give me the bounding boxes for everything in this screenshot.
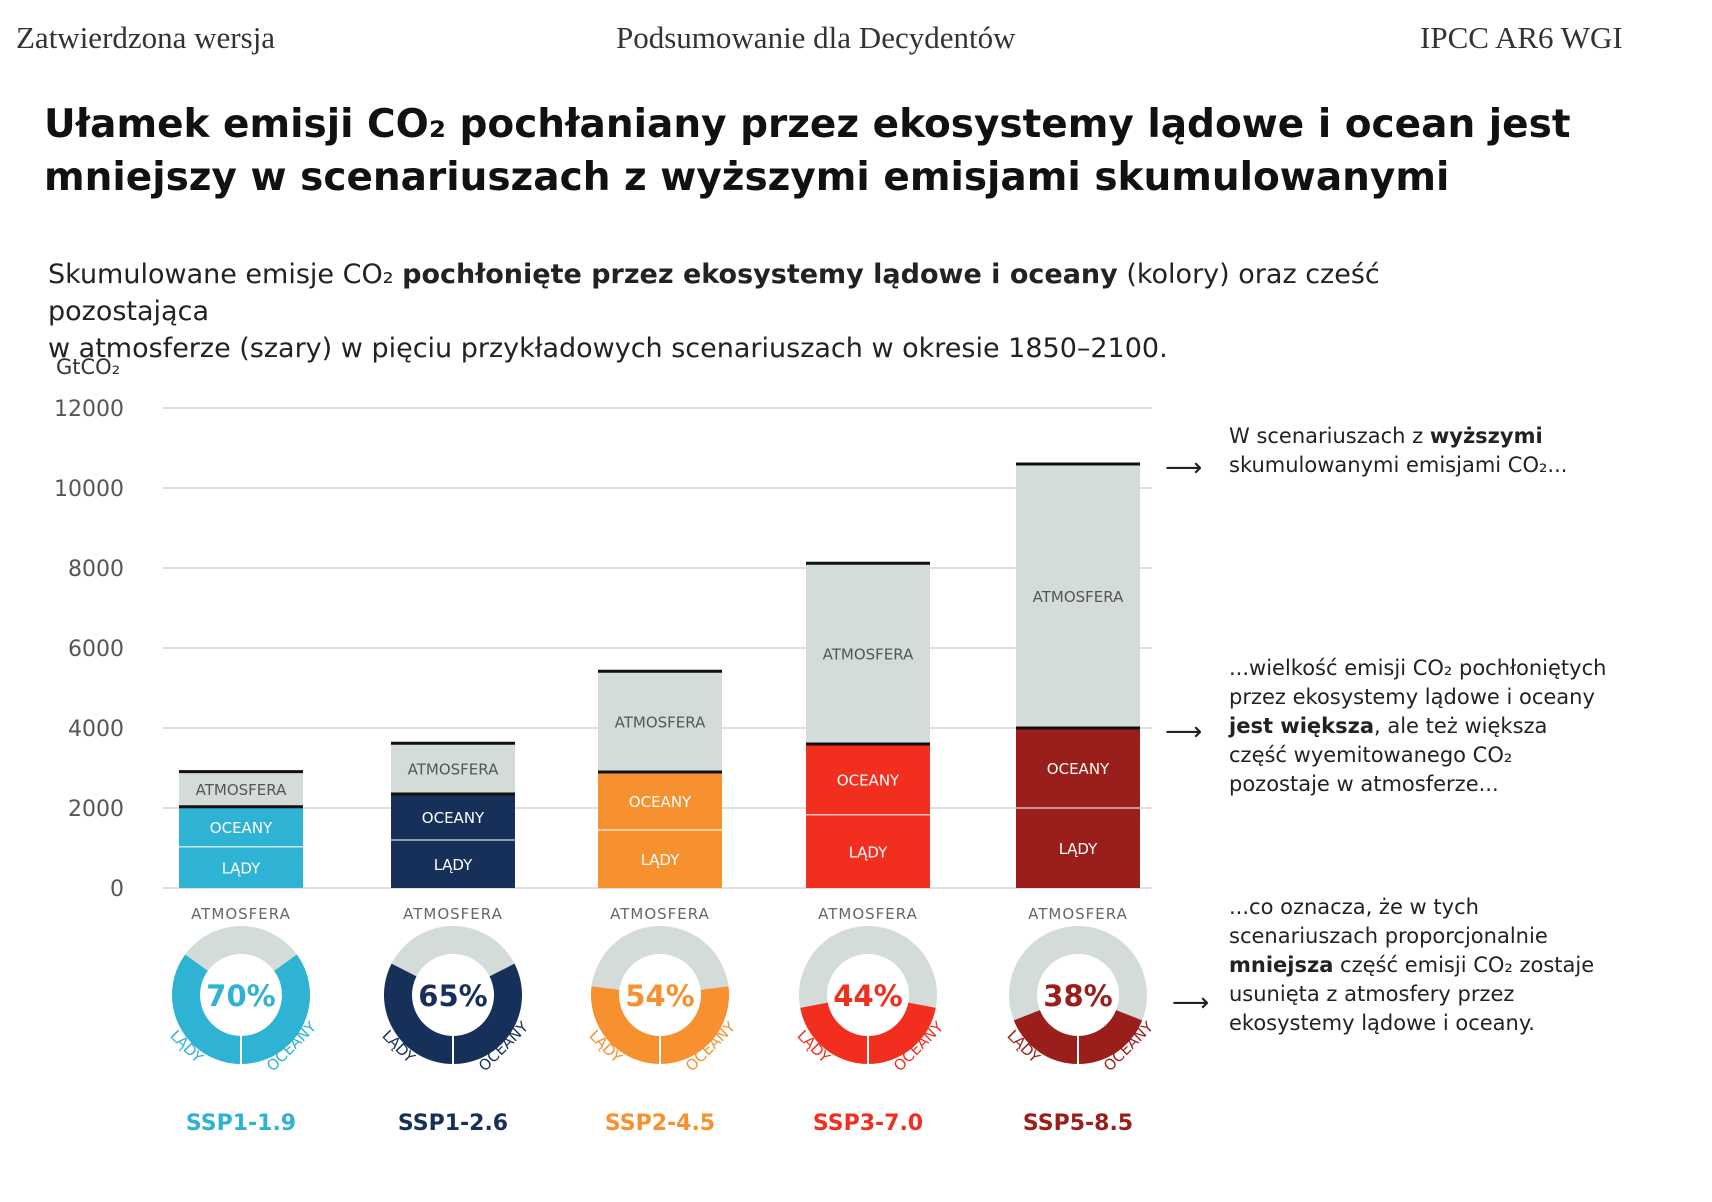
segment-label-land: LĄDY [434, 856, 473, 874]
segment-label-ocean: OCEANY [1047, 760, 1110, 778]
category-label: SSP5-8.5 [1023, 1111, 1133, 1136]
chart-title: Ułamek emisji CO₂ pochłaniany przez ekos… [44, 98, 1604, 204]
segment-label-land: LĄDY [222, 859, 261, 877]
annotation-3-part2: część emisji CO₂ zostaje usunięta z atmo… [1229, 953, 1595, 1035]
bar-ocean [391, 794, 515, 840]
bar-atmosphere [806, 563, 930, 744]
bar-ocean [598, 772, 722, 830]
header-left: Zatwierdzona wersja [16, 20, 276, 55]
y-tick-label: 0 [110, 877, 124, 902]
bar-land [598, 830, 722, 888]
bar-atmosphere [391, 743, 515, 794]
subtitle-bold: pochłonięte przez ekosystemy lądowe i oc… [402, 259, 1118, 290]
segment-label-ocean: OCEANY [837, 771, 900, 789]
y-tick-label: 6000 [68, 637, 124, 662]
header-center: Podsumowanie dla Decydentów [616, 20, 1016, 55]
bar-ocean [806, 744, 930, 815]
header-right: IPCC AR6 WGI [1420, 20, 1623, 55]
annotation-1-part1: W scenariuszach z [1229, 424, 1430, 448]
segment-label-ocean: OCEANY [629, 793, 692, 811]
arrow-1: ⟶ [1165, 453, 1202, 483]
annotation-3: ...co oznacza, że w tych scenariuszach p… [1229, 893, 1629, 1038]
arrow-2: ⟶ [1165, 717, 1202, 747]
bar-ocean [1016, 728, 1140, 808]
bar-atmosphere [179, 771, 303, 807]
subtitle-part2: (kolory) oraz cześć pozostająca [48, 259, 1380, 327]
y-tick-label: 10000 [54, 477, 124, 502]
annotation-1-part2: skumulowanymi emisjami CO₂... [1229, 453, 1568, 477]
annotation-2-bold: jest większa [1229, 714, 1374, 738]
segment-label-atmosphere: ATMOSFERA [823, 646, 914, 664]
subtitle-part1: Skumulowane emisje CO₂ [48, 259, 403, 290]
bar-ocean [179, 806, 303, 847]
donut-percentage: 54% [625, 979, 694, 1013]
bar-land [391, 840, 515, 888]
segment-label-atmosphere: ATMOSFERA [408, 761, 499, 779]
segment-label-atmosphere: ATMOSFERA [615, 714, 706, 732]
bar-land [806, 814, 930, 888]
segment-label-land: LĄDY [849, 843, 888, 861]
bar-land [179, 846, 303, 888]
bar-land [1016, 808, 1140, 888]
annotation-3-bold: mniejsza [1229, 953, 1334, 977]
donut-label-atmosphere: ATMOSFERA [191, 905, 291, 923]
donut-sink [384, 963, 522, 1065]
annotation-2-part1: ...wielkość emisji CO₂ pochłoniętych prz… [1229, 656, 1607, 709]
donut-percentage: 38% [1043, 979, 1112, 1013]
annotation-3-part1: ...co oznacza, że w tych scenariuszach p… [1229, 895, 1548, 948]
donut-label-atmosphere: ATMOSFERA [610, 905, 710, 923]
donut-label-atmosphere: ATMOSFERA [1028, 905, 1128, 923]
annotation-1: W scenariuszach z wyższymi skumulowanymi… [1229, 422, 1669, 480]
category-label: SSP3-7.0 [813, 1111, 923, 1136]
donut-label-atmosphere: ATMOSFERA [818, 905, 918, 923]
category-label: SSP1-1.9 [186, 1111, 296, 1136]
segment-label-ocean: OCEANY [422, 809, 485, 827]
annotation-2-part2: , ale też większa część wyemitowanego CO… [1229, 714, 1548, 796]
segment-label-atmosphere: ATMOSFERA [196, 781, 287, 799]
annotation-2: ...wielkość emisji CO₂ pochłoniętych prz… [1229, 654, 1609, 799]
segment-label-ocean: OCEANY [210, 819, 273, 837]
arrow-3: ⟶ [1172, 988, 1209, 1018]
category-label: SSP2-4.5 [605, 1111, 715, 1136]
chart-title-line1: Ułamek emisji CO₂ pochłaniany przez ekos… [44, 102, 1571, 147]
donut-sink [591, 986, 729, 1064]
y-tick-label: 8000 [68, 557, 124, 582]
donut-sink [172, 954, 310, 1064]
bar-atmosphere [1016, 464, 1140, 728]
donut-percentage: 65% [418, 979, 487, 1013]
y-tick-label: 4000 [68, 717, 124, 742]
donut-sink [800, 1002, 936, 1065]
segment-label-land: LĄDY [641, 851, 680, 869]
y-axis-label: GtCO₂ [56, 355, 120, 379]
donut-percentage: 70% [206, 979, 275, 1013]
segment-label-land: LĄDY [1059, 840, 1098, 858]
donut-percentage: 44% [833, 979, 902, 1013]
donut-label-atmosphere: ATMOSFERA [403, 905, 503, 923]
chart-subtitle: Skumulowane emisje CO₂ pochłonięte przez… [48, 256, 1548, 367]
y-tick-label: 2000 [68, 797, 124, 822]
annotation-1-bold: wyższymi [1429, 424, 1543, 448]
category-label: SSP1-2.6 [398, 1111, 508, 1136]
chart-title-line2: mniejszy w scenariuszach z wyższymi emis… [44, 155, 1450, 200]
y-tick-label: 12000 [54, 397, 124, 422]
subtitle-line2: w atmosferze (szary) w pięciu przykładow… [48, 333, 1168, 364]
bar-atmosphere [598, 671, 722, 772]
segment-label-atmosphere: ATMOSFERA [1033, 588, 1124, 606]
